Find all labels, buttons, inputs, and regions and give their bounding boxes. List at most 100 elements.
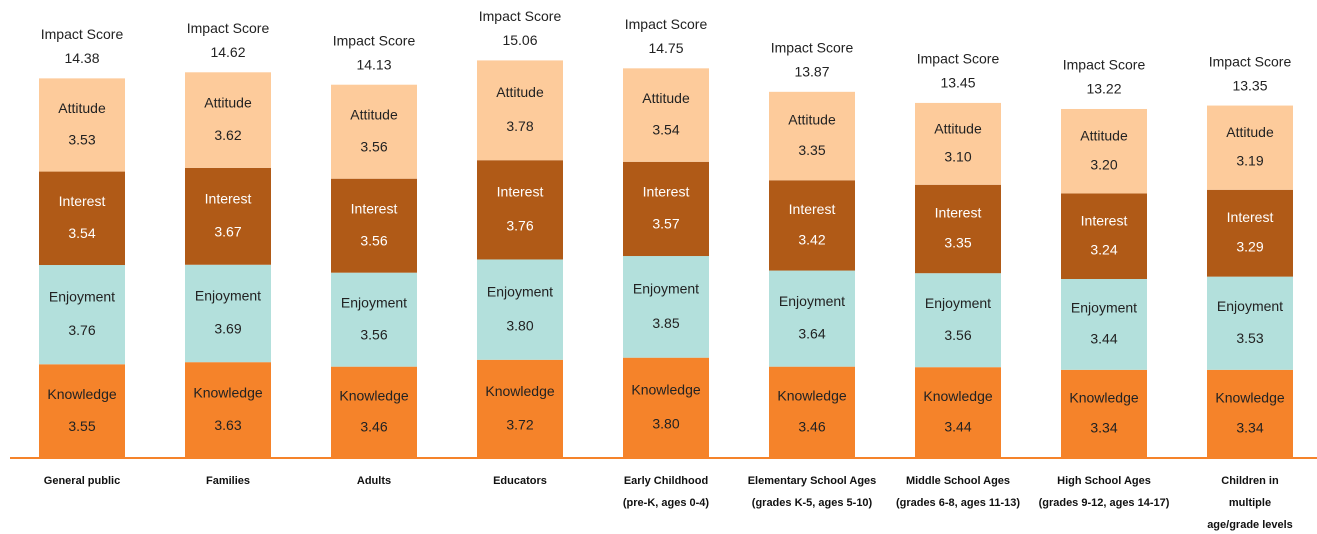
- segment-name: Enjoyment: [341, 294, 407, 310]
- bar-segment: [623, 161, 709, 257]
- segment-name: Attitude: [788, 112, 836, 128]
- segment-name: Attitude: [496, 84, 544, 100]
- value-label: 3.63: [214, 417, 241, 433]
- bar-segment: [915, 273, 1001, 368]
- segment-name: Attitude: [204, 95, 252, 111]
- category-label: General public: [43, 475, 121, 487]
- total-value: 13.87: [794, 64, 829, 80]
- value-label: 3.44: [944, 419, 971, 435]
- segment-name: Knowledge: [485, 383, 554, 399]
- total-caption: Impact Score: [1209, 53, 1292, 69]
- total-caption: Impact Score: [41, 26, 124, 42]
- value-label: 3.62: [214, 127, 241, 143]
- bar-segment: [477, 60, 563, 161]
- value-label: 3.55: [68, 418, 95, 434]
- value-label: 3.76: [68, 322, 95, 338]
- segment-name: Knowledge: [923, 388, 992, 404]
- segment-name: Attitude: [642, 90, 690, 106]
- segment-name: Interest: [1081, 212, 1128, 228]
- segment-name: Interest: [935, 205, 982, 221]
- total-caption: Impact Score: [1063, 57, 1146, 73]
- segment-name: Knowledge: [631, 381, 700, 397]
- value-label: 3.19: [1236, 153, 1263, 169]
- bar-segment: [769, 366, 855, 458]
- value-label: 3.85: [652, 315, 679, 331]
- bar-segment: [1061, 279, 1147, 370]
- value-label: 3.46: [360, 419, 387, 435]
- segment-name: Knowledge: [1069, 390, 1138, 406]
- segment-name: Knowledge: [777, 388, 846, 404]
- segment-name: Enjoyment: [49, 288, 115, 304]
- segment-name: Attitude: [350, 106, 398, 122]
- segment-name: Attitude: [1080, 128, 1128, 144]
- value-label: 3.35: [798, 142, 825, 158]
- bar-segment: [39, 78, 125, 172]
- bar-segment: [1207, 105, 1293, 190]
- category-label: Middle School Ages (grades 6-8, ages 11-…: [895, 475, 1021, 509]
- bar-segment: [331, 84, 417, 179]
- value-label: 3.29: [1236, 239, 1263, 255]
- bar-segment: [1207, 369, 1293, 458]
- bar-segment: [1207, 276, 1293, 370]
- value-label: 3.80: [652, 416, 679, 432]
- bar-segment: [1061, 108, 1147, 194]
- bar-segment: [915, 102, 1001, 185]
- value-label: 3.57: [652, 216, 679, 232]
- bar-segment: [769, 180, 855, 271]
- total-caption: Impact Score: [479, 8, 562, 24]
- bar-segment: [39, 364, 125, 458]
- category-label: Families: [205, 475, 251, 487]
- bar-segment: [623, 357, 709, 458]
- category-label: Elementary School Ages (grades K-5, ages…: [747, 475, 877, 509]
- value-label: 3.69: [214, 321, 241, 337]
- segment-name: Interest: [351, 200, 398, 216]
- bar-segment: [185, 264, 271, 363]
- segment-name: Interest: [1227, 209, 1274, 225]
- value-label: 3.67: [214, 223, 241, 239]
- bar-segment: [331, 272, 417, 367]
- bar-segment: [769, 270, 855, 367]
- value-label: 3.34: [1090, 420, 1117, 436]
- segment-name: Knowledge: [47, 386, 116, 402]
- value-label: 3.72: [506, 416, 533, 432]
- total-value: 13.45: [940, 75, 975, 91]
- value-label: 3.80: [506, 317, 533, 333]
- segment-name: Interest: [497, 184, 544, 200]
- bar-segment: [769, 91, 855, 181]
- value-label: 3.42: [798, 231, 825, 247]
- bar-segment: [1061, 369, 1147, 458]
- segment-name: Knowledge: [339, 388, 408, 404]
- total-caption: Impact Score: [625, 16, 708, 32]
- bar-segment: [331, 178, 417, 273]
- segment-name: Interest: [59, 193, 106, 209]
- bar-segment: [185, 362, 271, 458]
- value-label: 3.56: [360, 232, 387, 248]
- value-label: 3.53: [68, 132, 95, 148]
- segment-name: Enjoyment: [925, 295, 991, 311]
- segment-name: Enjoyment: [195, 288, 261, 304]
- segment-name: Enjoyment: [1217, 298, 1283, 314]
- segment-name: Enjoyment: [487, 283, 553, 299]
- value-label: 3.46: [798, 419, 825, 435]
- value-label: 3.78: [506, 118, 533, 134]
- total-caption: Impact Score: [771, 40, 854, 56]
- value-label: 3.34: [1236, 420, 1263, 436]
- value-label: 3.64: [798, 326, 825, 342]
- segment-name: Interest: [643, 184, 690, 200]
- total-value: 14.13: [356, 56, 391, 72]
- value-label: 3.54: [652, 122, 679, 138]
- bar-segment: [915, 184, 1001, 274]
- bar-segment: [185, 167, 271, 265]
- total-caption: Impact Score: [917, 51, 1000, 67]
- category-label: Early Childhood (pre-K, ages 0-4): [622, 475, 710, 509]
- total-caption: Impact Score: [187, 20, 270, 36]
- bar-segment: [477, 359, 563, 458]
- segment-name: Attitude: [1226, 124, 1274, 140]
- category-label: Adults: [356, 475, 392, 487]
- segment-name: Enjoyment: [1071, 300, 1137, 316]
- value-label: 3.56: [944, 327, 971, 343]
- bar-segment: [331, 366, 417, 458]
- bar-segment: [477, 259, 563, 360]
- bar-segment: [1207, 189, 1293, 277]
